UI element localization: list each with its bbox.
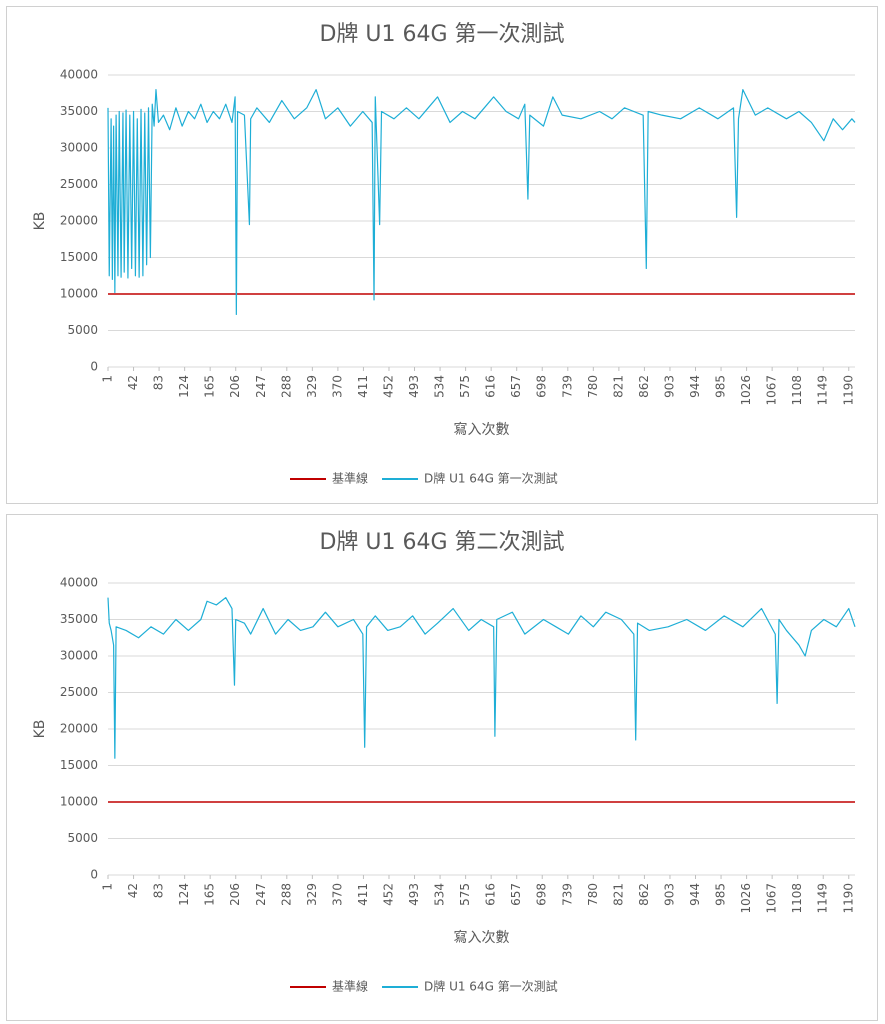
legend-label: D牌 U1 64G 第一次測試 bbox=[424, 471, 558, 486]
y-tick-label: 5000 bbox=[67, 831, 98, 845]
y-tick-label: 40000 bbox=[60, 576, 98, 590]
y-tick-label: 10000 bbox=[60, 795, 98, 809]
y-tick-label: 40000 bbox=[60, 68, 98, 82]
x-tick-label: 83 bbox=[152, 883, 166, 898]
chart-title: D牌 U1 64G 第二次測試 bbox=[319, 530, 564, 555]
chart-panel bbox=[6, 6, 878, 504]
x-tick-label: 985 bbox=[714, 375, 728, 398]
x-tick-label: 739 bbox=[560, 375, 574, 398]
x-tick-label: 452 bbox=[381, 883, 395, 906]
x-tick-label: 165 bbox=[203, 883, 217, 906]
x-tick-label: 575 bbox=[458, 883, 472, 906]
x-tick-label: 83 bbox=[152, 375, 166, 390]
x-tick-label: 42 bbox=[126, 883, 140, 898]
y-tick-label: 35000 bbox=[60, 612, 98, 626]
x-tick-label: 1026 bbox=[739, 375, 753, 406]
legend-label: D牌 U1 64G 第一次測試 bbox=[424, 979, 558, 994]
y-tick-label: 30000 bbox=[60, 649, 98, 663]
x-tick-label: 780 bbox=[586, 375, 600, 398]
y-tick-label: 5000 bbox=[67, 323, 98, 337]
x-tick-label: 370 bbox=[330, 375, 344, 398]
x-tick-label: 821 bbox=[611, 375, 625, 398]
y-tick-label: 30000 bbox=[60, 141, 98, 155]
x-tick-label: 493 bbox=[407, 883, 421, 906]
x-tick-label: 329 bbox=[305, 375, 319, 398]
chart-title: D牌 U1 64G 第一次測試 bbox=[319, 22, 564, 47]
x-tick-label: 1190 bbox=[841, 375, 855, 406]
y-tick-label: 20000 bbox=[60, 214, 98, 228]
x-tick-label: 657 bbox=[509, 883, 523, 906]
x-tick-label: 1067 bbox=[765, 375, 779, 406]
x-tick-label: 1 bbox=[101, 375, 115, 383]
x-tick-label: 534 bbox=[433, 883, 447, 906]
y-tick-label: 0 bbox=[90, 868, 98, 882]
x-tick-label: 1190 bbox=[841, 883, 855, 914]
x-axis-title: 寫入次數 bbox=[454, 929, 510, 946]
x-tick-label: 1026 bbox=[739, 883, 753, 914]
x-tick-label: 165 bbox=[203, 375, 217, 398]
x-tick-label: 206 bbox=[228, 375, 242, 398]
x-tick-label: 1 bbox=[101, 883, 115, 891]
x-tick-label: 1108 bbox=[790, 375, 804, 406]
y-tick-label: 35000 bbox=[60, 104, 98, 118]
x-tick-label: 452 bbox=[381, 375, 395, 398]
legend-label: 基準線 bbox=[332, 979, 368, 994]
x-tick-label: 288 bbox=[279, 375, 293, 398]
y-tick-label: 0 bbox=[90, 360, 98, 374]
y-tick-label: 15000 bbox=[60, 758, 98, 772]
x-tick-label: 698 bbox=[535, 375, 549, 398]
x-tick-label: 944 bbox=[688, 375, 702, 398]
x-tick-label: 862 bbox=[637, 375, 651, 398]
x-tick-label: 247 bbox=[254, 883, 268, 906]
x-tick-label: 1149 bbox=[816, 375, 830, 406]
chart: D牌 U1 64G 第一次測試 0 5000 10000 15000 20000 25000… bbox=[6, 6, 878, 504]
y-tick-label: 15000 bbox=[60, 250, 98, 264]
x-tick-label: 493 bbox=[407, 375, 421, 398]
y-tick-label: 10000 bbox=[60, 287, 98, 301]
x-tick-label: 534 bbox=[433, 375, 447, 398]
x-tick-label: 411 bbox=[356, 375, 370, 398]
x-tick-label: 1067 bbox=[765, 883, 779, 914]
x-tick-label: 288 bbox=[279, 883, 293, 906]
data-line bbox=[107, 596, 856, 759]
x-tick-label: 1149 bbox=[816, 883, 830, 914]
x-tick-label: 124 bbox=[177, 375, 191, 398]
chart-panel bbox=[6, 514, 878, 1021]
x-tick-label: 124 bbox=[177, 883, 191, 906]
x-tick-label: 247 bbox=[254, 375, 268, 398]
y-tick-label: 25000 bbox=[60, 685, 98, 699]
x-tick-label: 411 bbox=[356, 883, 370, 906]
x-tick-label: 206 bbox=[228, 883, 242, 906]
x-tick-label: 903 bbox=[662, 883, 676, 906]
x-tick-label: 575 bbox=[458, 375, 472, 398]
x-axis-title: 寫入次數 bbox=[454, 421, 510, 438]
x-tick-label: 739 bbox=[560, 883, 574, 906]
x-tick-label: 821 bbox=[611, 883, 625, 906]
y-tick-label: 25000 bbox=[60, 177, 98, 191]
legend-label: 基準線 bbox=[332, 471, 368, 486]
y-tick-label: 20000 bbox=[60, 722, 98, 736]
chart: D牌 U1 64G 第二次測試 0 5000 10000 15000 20000 25000… bbox=[6, 514, 878, 1021]
x-tick-label: 985 bbox=[714, 883, 728, 906]
x-tick-label: 698 bbox=[535, 883, 549, 906]
x-tick-label: 903 bbox=[662, 375, 676, 398]
x-tick-label: 329 bbox=[305, 883, 319, 906]
x-tick-label: 42 bbox=[126, 375, 140, 390]
x-tick-label: 616 bbox=[484, 375, 498, 398]
x-tick-label: 657 bbox=[509, 375, 523, 398]
data-line bbox=[107, 88, 856, 316]
x-tick-label: 370 bbox=[330, 883, 344, 906]
x-tick-label: 944 bbox=[688, 883, 702, 906]
x-tick-label: 616 bbox=[484, 883, 498, 906]
y-axis-title: KB bbox=[32, 720, 48, 739]
x-tick-label: 780 bbox=[586, 883, 600, 906]
x-tick-label: 862 bbox=[637, 883, 651, 906]
x-tick-label: 1108 bbox=[790, 883, 804, 914]
y-axis-title: KB bbox=[32, 212, 48, 231]
